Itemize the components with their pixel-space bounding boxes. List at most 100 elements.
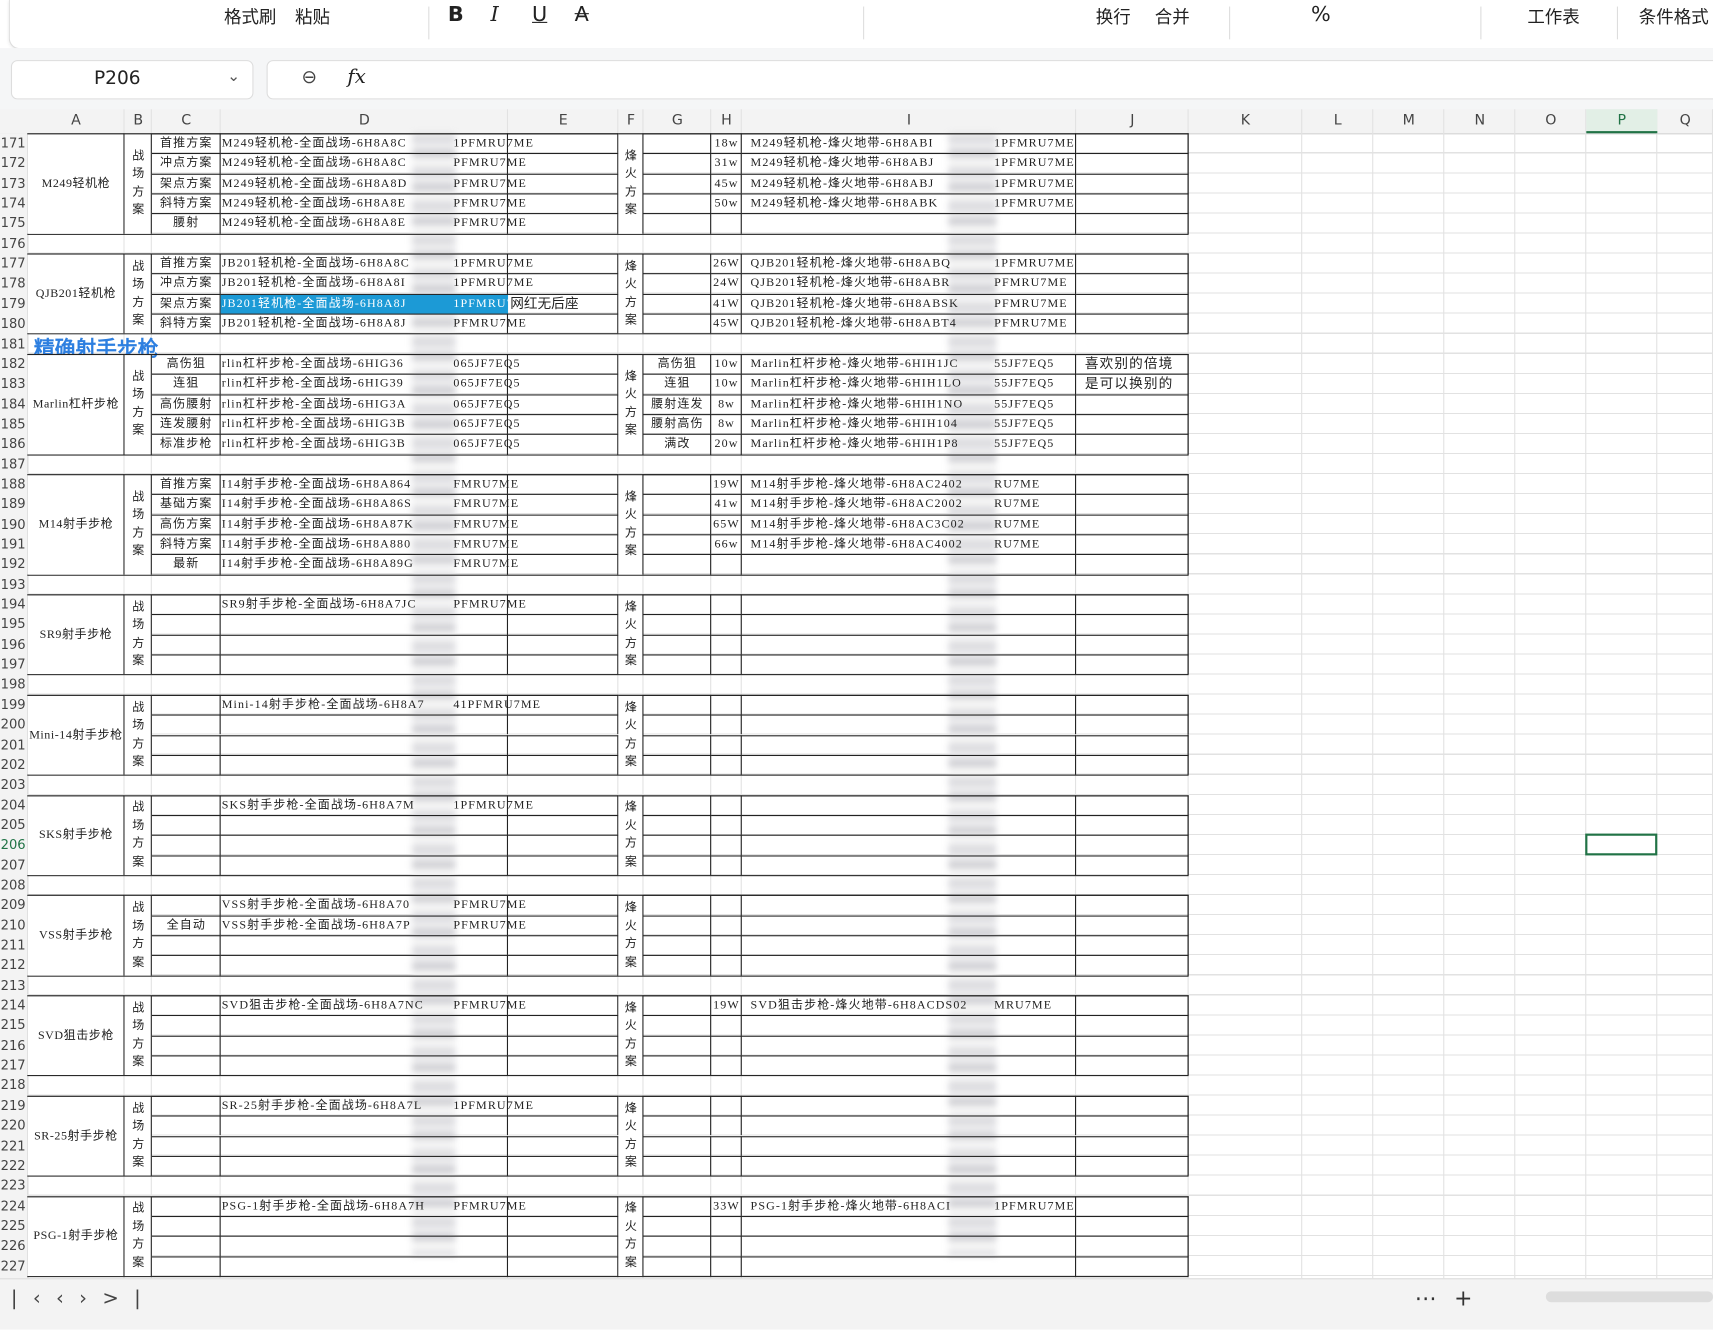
cell [151, 1235, 221, 1256]
format-icon[interactable]: % [1311, 2, 1331, 27]
cell [643, 955, 712, 976]
format-icon[interactable]: I [490, 2, 499, 27]
code-text: 55JF7EQ5 [994, 437, 1055, 451]
cell [741, 1135, 1077, 1156]
cell [741, 1255, 1077, 1276]
vertical-tag: 烽火方案 [624, 489, 637, 558]
cell [151, 754, 221, 775]
code-text: I14射手步枪-全面战场-6H8A87K [221, 517, 414, 531]
format-icon[interactable]: A [574, 2, 589, 27]
cell [643, 554, 712, 575]
column-grid [1372, 109, 1374, 1279]
cell [220, 373, 509, 394]
code-text: PFMRU7ME [994, 296, 1068, 311]
code-text: PFMRU7ME [453, 316, 527, 331]
toolbar-button[interactable]: 格式刷 [223, 6, 277, 28]
h-scrollbar[interactable] [1545, 1291, 1713, 1303]
cell [151, 293, 221, 314]
cell [741, 213, 1077, 234]
name-box[interactable] [10, 60, 254, 100]
cell [741, 293, 1077, 314]
cell [508, 393, 619, 414]
row-header: 185 [0, 416, 26, 432]
merged-cell [618, 995, 644, 1076]
tab-nav[interactable]: |‹‹›>| [10, 1286, 157, 1310]
row-header: 219 [0, 1097, 26, 1114]
code-text: M249轻机枪-全面战场-6H8A8E [221, 216, 407, 230]
toolbar-separator [428, 6, 430, 40]
cell [741, 373, 1077, 394]
selected-range [220, 294, 509, 314]
vertical-tag: 战场方案 [132, 489, 145, 558]
tab-actions[interactable]: ⋯+ [1414, 1284, 1490, 1311]
code-text: 065JF7EQ5 [453, 357, 521, 371]
vertical-tag: 战场方案 [132, 1100, 145, 1169]
cell [508, 273, 619, 294]
cell [741, 514, 1077, 535]
cell [220, 854, 509, 876]
cell [643, 1215, 712, 1236]
vertical-tag: 烽火方案 [624, 799, 637, 869]
cell [643, 514, 712, 535]
format-icon[interactable]: U [532, 2, 548, 27]
code-text: FMRU7ME [453, 477, 520, 491]
row-header: 177 [0, 255, 26, 272]
toolbar-button[interactable]: 粘贴 [294, 6, 330, 28]
group-frame [27, 995, 1189, 1077]
cell [220, 1015, 509, 1036]
format-icon[interactable]: B [447, 2, 464, 27]
cell [711, 754, 742, 775]
cell [711, 433, 742, 455]
cell [508, 714, 619, 735]
cell [508, 935, 619, 956]
cell [643, 1135, 712, 1156]
formula-input[interactable] [266, 60, 1713, 100]
cell [151, 554, 221, 575]
cell [151, 955, 221, 976]
row-header: 199 [0, 696, 26, 713]
code-text: SVD狙击步枪-全面战场-6H8A7NC [221, 998, 424, 1012]
column-grid [123, 109, 125, 1279]
weapon-label: SVD狙击步枪 [37, 1028, 114, 1042]
plan-name: 架点方案 [160, 176, 213, 190]
cell [220, 433, 509, 455]
row-header: 221 [0, 1137, 26, 1154]
code-text: 1PFMRU7ME [453, 256, 535, 270]
cell [711, 213, 742, 234]
toolbar-button[interactable]: 工作表 [1527, 6, 1580, 28]
group-frame [27, 794, 1189, 877]
cell [508, 514, 619, 535]
remark: 喜欢别的倍境 [1084, 355, 1174, 372]
cell [220, 534, 509, 555]
plan-name: 斜特方案 [160, 316, 213, 331]
code-text: 1PFMRU7ME [994, 1199, 1075, 1213]
plan-name: 腰射高伤 [651, 417, 704, 431]
cell [220, 313, 509, 334]
code-text: M249轻机枪-烽火地带-6H8ABI [750, 136, 934, 150]
code-text: 1PFMRU7ME [453, 798, 535, 812]
active-cell[interactable] [1585, 833, 1658, 855]
toolbar-button[interactable]: 合并 [1154, 6, 1190, 28]
code-text: PFMRU7ME [453, 998, 527, 1012]
cell [508, 1215, 619, 1236]
cell [643, 1255, 712, 1276]
cell [643, 213, 712, 234]
plan-name: 冲点方案 [160, 156, 213, 170]
cell [508, 814, 619, 835]
row-header: 227 [0, 1258, 26, 1274]
code-text: PFMRU7ME [453, 176, 527, 190]
code-text: RU7ME [994, 537, 1041, 551]
column-grid [1656, 109, 1658, 1279]
weapon-label: Marlin杠杆步枪 [32, 397, 120, 411]
blur-strip [411, 133, 456, 1256]
row-header: 205 [0, 817, 26, 833]
toolbar-button[interactable]: 条件格式 [1638, 6, 1709, 28]
toolbar-button[interactable]: 换行 [1095, 6, 1131, 28]
vertical-tag: 战场方案 [132, 368, 145, 438]
note-text: 网红无后座 [510, 294, 579, 312]
column-header: L [1333, 112, 1342, 129]
plan-name: 全自动 [166, 918, 206, 932]
cell [220, 1035, 509, 1056]
column-header: Q [1679, 112, 1691, 129]
code-text: M14射手步枪-烽火地带-6H8AC4002 [750, 537, 963, 551]
